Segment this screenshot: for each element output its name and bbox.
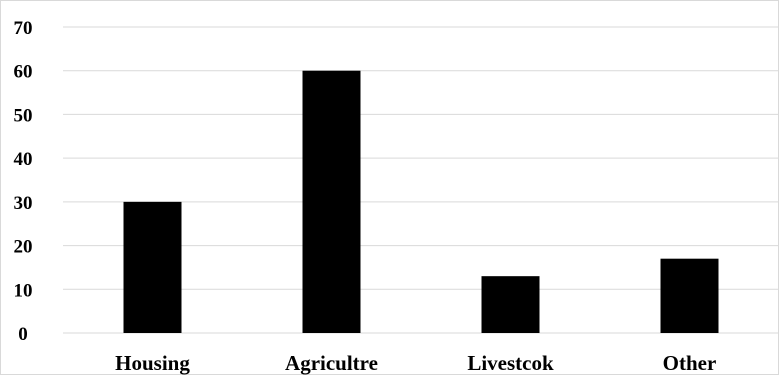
y-tick-label: 0	[18, 324, 28, 345]
x-category-label: Agricultre	[285, 351, 378, 375]
y-tick-label: 30	[14, 193, 33, 214]
bar-agricultre	[302, 70, 361, 333]
bar-livestcok	[481, 276, 540, 333]
y-tick-label: 50	[14, 105, 33, 126]
bar-other	[660, 258, 719, 333]
x-category-label: Livestcok	[467, 351, 554, 375]
bar-housing	[123, 201, 182, 333]
y-tick-label: 60	[14, 62, 33, 83]
x-axis-categories: Housing Agricultre Livestcok Other	[115, 351, 716, 375]
x-category-label: Other	[663, 351, 717, 375]
bars	[123, 70, 719, 333]
gridlines	[63, 26, 779, 334]
x-category-label: Housing	[115, 351, 190, 375]
y-tick-label: 70	[14, 18, 33, 39]
y-tick-label: 40	[14, 149, 33, 170]
y-tick-label: 20	[14, 237, 33, 258]
y-axis-ticks: 0 10 20 30 40 50 60 70	[14, 18, 33, 345]
y-tick-label: 10	[14, 280, 33, 301]
